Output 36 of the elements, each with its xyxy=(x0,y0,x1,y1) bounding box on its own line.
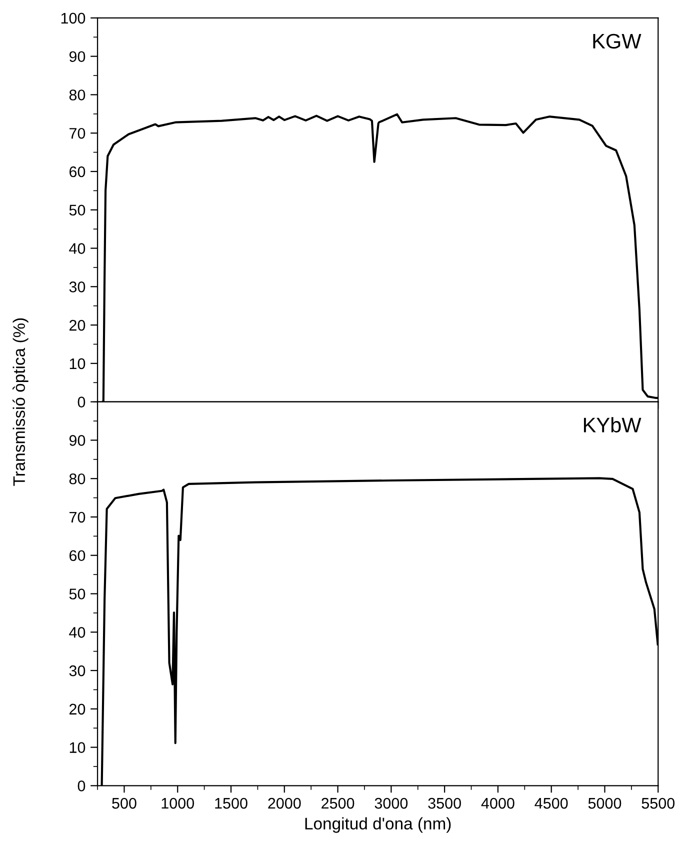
x-tick-label: 2500 xyxy=(322,798,354,809)
y-tick-label: 70 xyxy=(70,512,86,523)
y-tick-label: 50 xyxy=(69,588,86,600)
x-tick-label: 500 xyxy=(112,798,136,809)
y-tick-label: 70 xyxy=(70,128,86,139)
y-tick-label: 10 xyxy=(70,742,86,753)
annotation: KGW xyxy=(593,34,642,49)
x-tick-label: 5000 xyxy=(588,798,622,809)
x-tick-label: 3500 xyxy=(428,798,461,809)
x-tick-label: 2000 xyxy=(268,798,301,809)
y-tick-label: 30 xyxy=(69,665,86,676)
y-tick-label: 60 xyxy=(70,166,86,178)
x-tick-label: 5500 xyxy=(642,798,675,809)
y-tick-label: 60 xyxy=(70,550,86,562)
x-tick-label: 4500 xyxy=(534,798,568,809)
y-tick-label: 0 xyxy=(78,396,86,408)
y-tick-label: 80 xyxy=(69,90,86,100)
y-tick-label: 20 xyxy=(69,704,86,715)
y-tick-label: 0 xyxy=(78,780,86,792)
y-tick-label: 90 xyxy=(69,51,86,62)
x-tick-label: 4000 xyxy=(481,798,514,809)
y-tick-label: 40 xyxy=(69,243,86,254)
y-tick-label: 10 xyxy=(70,358,86,370)
x-tick-label: 1500 xyxy=(215,798,248,809)
y-axis-title: Transmissió òptica (%) xyxy=(12,318,28,486)
y-tick-label: 90 xyxy=(69,435,86,446)
x-tick-label: 1000 xyxy=(162,798,194,809)
annotation: KYbW xyxy=(584,417,642,432)
y-tick-label: 50 xyxy=(69,204,86,216)
x-axis-title: Longitud d'ona (nm) xyxy=(305,817,451,833)
x-tick-label: 3000 xyxy=(374,798,408,809)
y-tick-label: 30 xyxy=(69,282,86,292)
y-tick-label: 100 xyxy=(61,12,86,24)
y-tick-label: 80 xyxy=(69,473,86,484)
y-tick-label: 40 xyxy=(69,627,86,638)
y-tick-label: 20 xyxy=(69,320,86,331)
